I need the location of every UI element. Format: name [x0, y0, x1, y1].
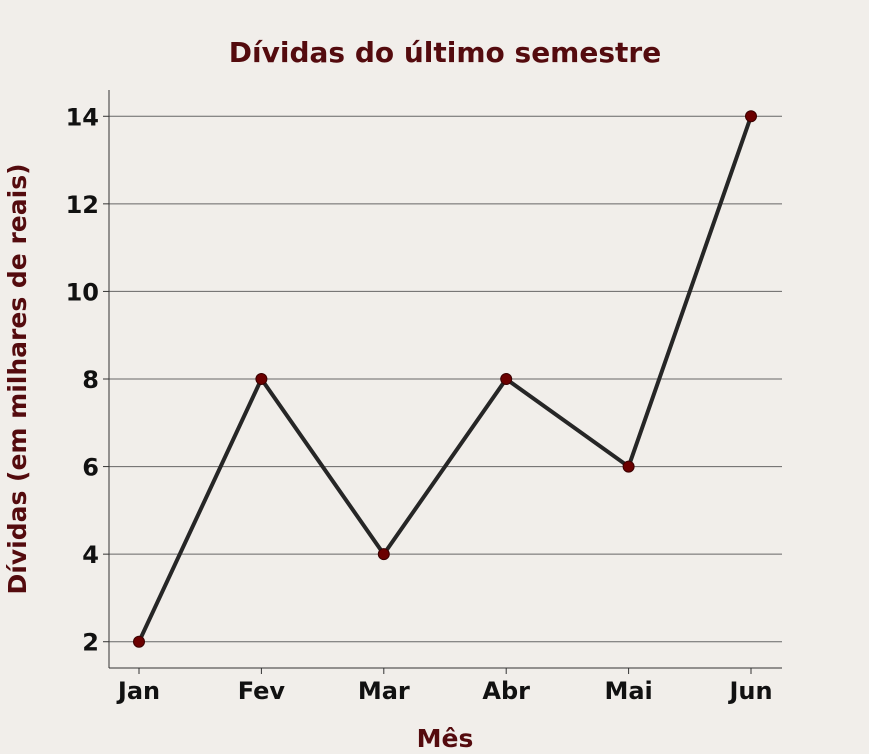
data-point-fev	[255, 373, 268, 385]
data-point-jan	[133, 635, 145, 648]
data-point-mai	[622, 460, 635, 473]
x-tick-label-mai: Mai	[604, 677, 652, 705]
x-axis-label: Mês	[417, 724, 474, 750]
y-axis-label: Dívidas (em milhares de reais)	[3, 164, 32, 595]
data-point-mar	[377, 548, 390, 561]
y-tick-label-12: 12	[66, 191, 99, 219]
x-tick-label-jan: Jan	[116, 677, 160, 705]
x-tick-label-fev: Fev	[238, 677, 286, 705]
x-tick-label-jun: Jun	[727, 677, 772, 705]
y-tick-label-14: 14	[66, 103, 99, 131]
chart-title: Dívidas do último semestre	[229, 36, 661, 69]
y-tick-label-4: 4	[82, 541, 99, 569]
y-tick-label-8: 8	[82, 366, 99, 394]
series-line-0	[137, 115, 753, 643]
y-tick-label-10: 10	[66, 278, 99, 306]
axes	[103, 90, 782, 674]
grid-lines	[109, 115, 782, 643]
x-tick-label-abr: Abr	[482, 677, 530, 705]
y-tick-label-2: 2	[82, 629, 99, 657]
y-tick-label-6: 6	[82, 454, 99, 482]
data-point-jun	[745, 110, 757, 123]
x-tick-label-mar: Mar	[358, 677, 410, 705]
series	[133, 110, 757, 648]
tick-labels: 2 4 6 8 10 12 14 Jan Fev Mar Abr Mai Jun	[66, 103, 773, 705]
data-point-abr	[500, 373, 513, 385]
